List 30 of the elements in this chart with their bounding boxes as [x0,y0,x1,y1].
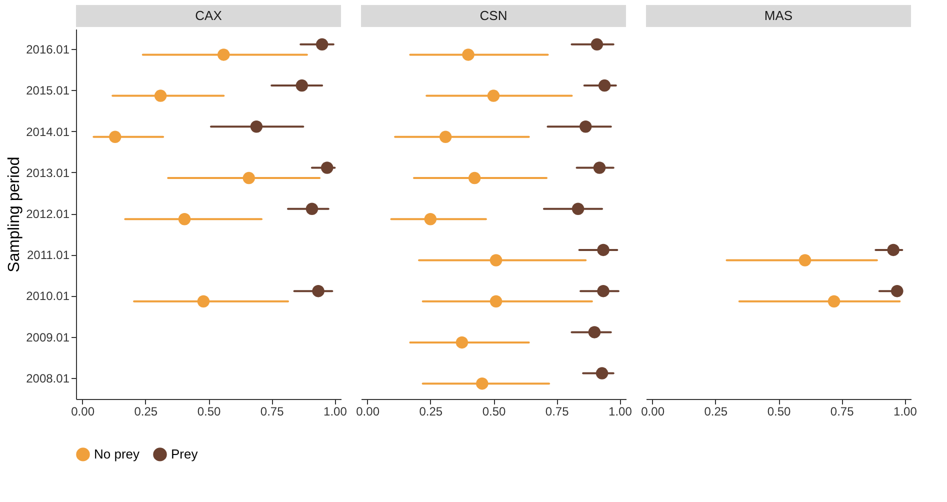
legend-label: Prey [171,446,198,462]
x-tick-label: 0.00 [71,404,95,418]
y-tick-label: 2008.01 [26,371,70,386]
chart-title: MAS [764,8,793,23]
x-tick-label: 0.00 [641,404,665,418]
y-tick-label: 2014.01 [26,124,70,139]
x-tick-label: 1.00 [324,404,348,418]
x-tick-label: 0.25 [134,404,158,418]
x-tick-label: 0.25 [704,404,728,418]
x-tick-label: 0.00 [356,404,380,418]
x-tick-label: 0.50 [482,404,506,418]
chart-title: CSN [480,8,508,23]
x-tick-label: 0.75 [830,404,854,418]
x-tick-label: 0.50 [767,404,791,418]
x-tick-label: 1.00 [894,404,918,418]
y-axis-title: Sampling period [6,156,24,272]
chart-title: CAX [195,8,222,23]
x-tick-label: 0.25 [419,404,443,418]
y-tick-label: 2009.01 [26,330,70,344]
y-tick-label: 2012.01 [26,207,70,221]
x-tick-label: 0.75 [260,404,284,418]
y-tick-label: 2010.01 [26,289,70,304]
x-tick-label: 0.50 [197,404,221,418]
x-tick-label: 1.00 [608,404,632,418]
y-tick-label: 2015.01 [26,84,70,98]
y-tick-label: 2011.01 [27,248,70,262]
legend-label: No prey [94,446,140,462]
y-tick-label: 2013.01 [26,166,70,180]
x-tick-label: 0.75 [545,404,570,418]
y-tick-label: 2016.01 [26,42,70,57]
